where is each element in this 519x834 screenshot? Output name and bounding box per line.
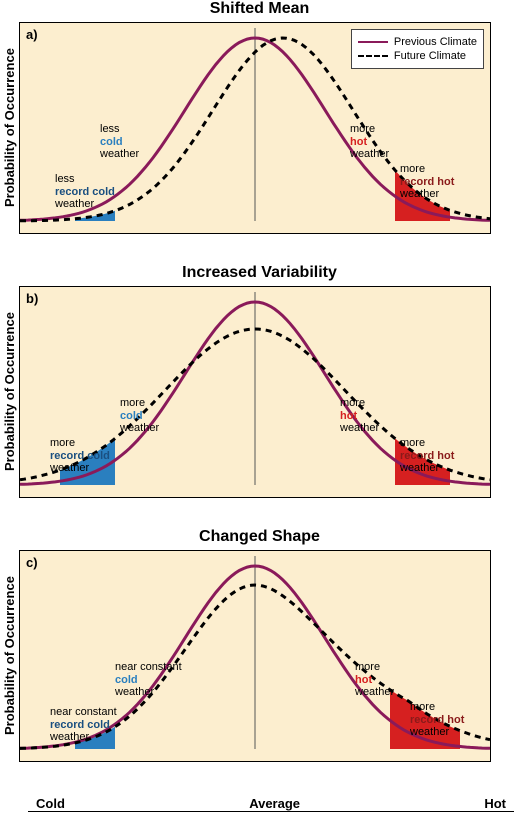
annotation: morerecord coldweather: [50, 437, 110, 475]
climate-distribution-figure: Shifted Mean Probability of Occurrence a) l…: [0, 0, 519, 812]
panel-a: Shifted Mean Probability of Occurrence a) l…: [0, 0, 519, 234]
panel-letter: b): [26, 291, 38, 306]
x-axis-average: Average: [249, 796, 300, 811]
annotation: morerecord hotweather: [410, 701, 464, 739]
annotation-line: weather: [50, 731, 117, 744]
annotation-line: record hot: [400, 450, 454, 463]
annotation-line: cold: [120, 410, 159, 423]
plot-area: b)morecoldweathermorerecord coldweatherm…: [19, 286, 491, 498]
annotation-line: record cold: [50, 450, 110, 463]
annotation: near constantrecord coldweather: [50, 706, 117, 744]
annotation-line: less: [100, 123, 139, 136]
annotation-line: weather: [410, 726, 464, 739]
annotation: morehotweather: [340, 397, 379, 435]
panel-b: Increased Variability Probability of Occu…: [0, 264, 519, 498]
legend-swatch-future: [358, 55, 388, 57]
panel-title: Increased Variability: [0, 264, 519, 282]
annotation: lessrecord coldweather: [55, 173, 115, 211]
annotation-line: more: [400, 163, 454, 176]
legend-swatch-previous: [358, 41, 388, 43]
y-axis-label: Probability of Occurrence: [0, 23, 19, 233]
legend-label: Future Climate: [394, 50, 466, 62]
panel-title: Shifted Mean: [0, 0, 519, 18]
annotation: morehotweather: [350, 123, 389, 161]
panel-title: Changed Shape: [0, 528, 519, 546]
annotation-line: cold: [115, 674, 182, 687]
annotation: morecoldweather: [120, 397, 159, 435]
annotation-line: record cold: [55, 186, 115, 199]
annotation-line: record hot: [410, 714, 464, 727]
annotation-line: weather: [115, 686, 182, 699]
annotation: morerecord hotweather: [400, 437, 454, 475]
annotation-line: more: [120, 397, 159, 410]
plot-area: a)lesscoldweatherlessrecord coldweatherm…: [19, 22, 491, 234]
plot-area: c)near constantcoldweathernear constantr…: [19, 550, 491, 762]
annotation: near constantcoldweather: [115, 661, 182, 699]
annotation-line: hot: [340, 410, 379, 423]
panel-letter: a): [26, 27, 38, 42]
annotation-line: weather: [55, 198, 115, 211]
legend-label: Previous Climate: [394, 36, 477, 48]
annotation-line: more: [400, 437, 454, 450]
annotation-line: more: [410, 701, 464, 714]
annotation-line: more: [350, 123, 389, 136]
x-axis-cold: Cold: [36, 796, 65, 811]
annotation-line: more: [340, 397, 379, 410]
annotation-line: less: [55, 173, 115, 186]
annotation-line: record hot: [400, 176, 454, 189]
annotation-line: record cold: [50, 719, 117, 732]
x-axis-hot: Hot: [484, 796, 506, 811]
annotation-line: weather: [120, 422, 159, 435]
panel-c: Changed Shape Probability of Occurrence c)…: [0, 528, 519, 762]
annotation-line: weather: [340, 422, 379, 435]
y-axis-label: Probability of Occurrence: [0, 287, 19, 497]
annotation-line: cold: [100, 136, 139, 149]
annotation-line: more: [355, 661, 394, 674]
panel-letter: c): [26, 555, 38, 570]
annotation-line: hot: [350, 136, 389, 149]
annotation-line: weather: [350, 148, 389, 161]
x-axis: Cold Average Hot: [28, 792, 514, 812]
annotation-line: weather: [400, 462, 454, 475]
annotation: morerecord hotweather: [400, 163, 454, 201]
annotation-line: weather: [400, 188, 454, 201]
legend: Previous Climate Future Climate: [351, 29, 484, 69]
annotation-line: more: [50, 437, 110, 450]
annotation: morehotweather: [355, 661, 394, 699]
annotation-line: near constant: [50, 706, 117, 719]
annotation-line: weather: [100, 148, 139, 161]
annotation-line: weather: [50, 462, 110, 475]
annotation-line: near constant: [115, 661, 182, 674]
annotation-line: weather: [355, 686, 394, 699]
y-axis-label: Probability of Occurrence: [0, 551, 19, 761]
annotation-line: hot: [355, 674, 394, 687]
annotation: lesscoldweather: [100, 123, 139, 161]
